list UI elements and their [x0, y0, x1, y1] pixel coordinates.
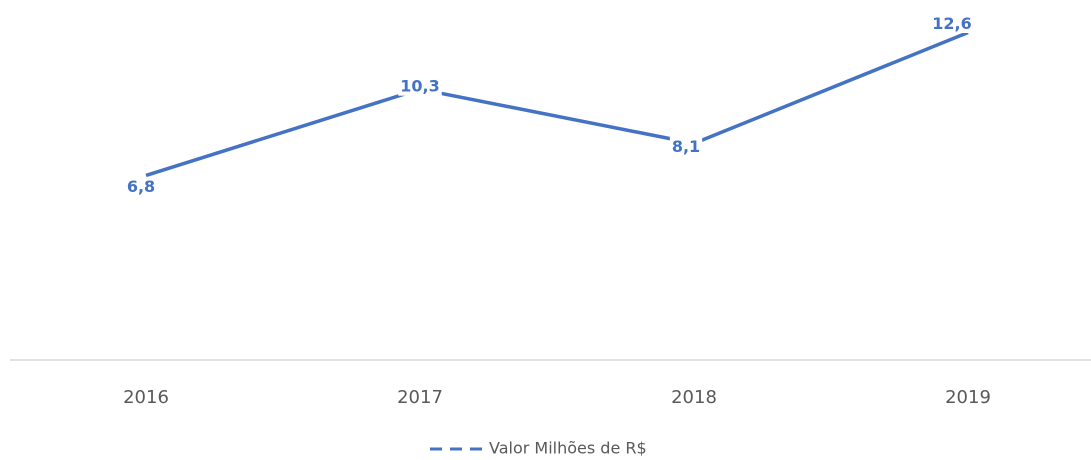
data-label-bg: [930, 14, 974, 33]
data-label: 10,3: [400, 77, 439, 96]
line: [145, 30, 969, 178]
x-tick-label: 2016: [123, 387, 169, 408]
data-label: 8,1: [672, 137, 700, 156]
data-label: 6,8: [127, 177, 155, 196]
data-label: 12,6: [932, 14, 971, 33]
x-tick-label: 2017: [397, 387, 443, 408]
data-label-bg: [124, 176, 158, 196]
x-tick-label: 2018: [671, 387, 717, 408]
data-label-bg: [398, 76, 442, 96]
legend-label: Valor Milhões de R$: [489, 439, 647, 458]
x-tick-label: 2019: [945, 387, 991, 408]
data-label-bg: [669, 136, 703, 156]
